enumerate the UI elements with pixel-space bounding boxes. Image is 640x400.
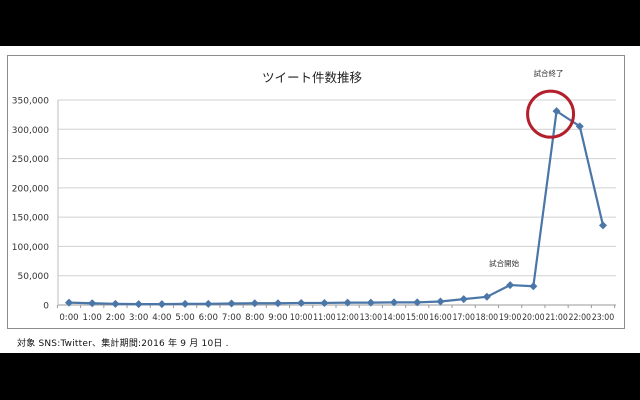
data-point-marker <box>273 299 282 308</box>
y-tick-label: 250,000 <box>12 155 49 165</box>
annotation-game-end: 試合終了 <box>534 68 564 78</box>
x-tick-label: 12:00 <box>336 313 359 323</box>
x-tick-label: 1:00 <box>83 313 102 323</box>
data-point-marker <box>413 298 422 307</box>
footnote: 対象 SNS:Twitter、集計期間:2016 年 9 月 10日 . <box>17 339 229 349</box>
data-point-marker <box>134 300 143 309</box>
x-tick-label: 21:00 <box>545 313 568 323</box>
data-point-marker <box>575 122 584 131</box>
x-tick-label: 13:00 <box>360 313 383 323</box>
data-point-marker <box>506 281 515 290</box>
x-tick-label: 10:00 <box>290 313 313 323</box>
x-tick-label: 7:00 <box>222 313 241 323</box>
y-tick-label: 200,000 <box>12 184 49 194</box>
data-point-marker <box>88 299 97 308</box>
x-tick-label: 18:00 <box>476 313 499 323</box>
y-tick-label: 150,000 <box>12 214 49 224</box>
data-point-marker <box>436 297 445 306</box>
x-tick-label: 6:00 <box>199 313 218 323</box>
x-tick-label: 16:00 <box>429 313 452 323</box>
data-point-marker <box>181 299 190 308</box>
chart-title: ツイート件数推移 <box>262 70 362 85</box>
x-tick-label: 3:00 <box>129 313 148 323</box>
x-tick-label: 15:00 <box>406 313 429 323</box>
y-tick-label: 50,000 <box>18 272 50 282</box>
y-tick-label: 100,000 <box>12 243 49 253</box>
data-point-marker <box>459 295 468 304</box>
x-tick-label: 2:00 <box>106 313 125 323</box>
data-point-marker <box>390 298 399 307</box>
data-point-marker <box>65 298 73 307</box>
data-point-marker <box>157 300 166 309</box>
data-point-marker <box>204 299 213 308</box>
y-tick-label: 0 <box>43 302 49 312</box>
data-point-marker <box>250 299 259 308</box>
tweet-count-line-chart: ツイート件数推移 0 50,000 100,000 150,000 200,000 250,… <box>12 68 616 323</box>
data-point-marker <box>343 298 352 307</box>
x-tick-label: 19:00 <box>499 313 522 323</box>
data-point-marker <box>599 221 607 230</box>
x-tick-label: 14:00 <box>383 313 406 323</box>
highlight-circle <box>526 89 576 139</box>
chart-frame: ツイート件数推移 0 50,000 100,000 150,000 200,000 250,… <box>7 55 625 329</box>
x-tick-label: 5:00 <box>175 313 194 323</box>
x-tick-label: 9:00 <box>268 313 287 323</box>
y-tick-label: 350,000 <box>12 97 49 107</box>
data-point-marker <box>227 299 236 308</box>
data-point-marker <box>320 298 329 307</box>
data-point-marker <box>297 298 306 307</box>
x-tick-label: 4:00 <box>152 313 171 323</box>
x-tick-label: 8:00 <box>245 313 264 323</box>
x-tick-label: 22:00 <box>569 313 592 323</box>
y-tick-label: 300,000 <box>12 126 49 136</box>
data-point-marker <box>366 298 375 307</box>
x-tick-label: 11:00 <box>313 313 336 323</box>
x-tick-label: 17:00 <box>452 313 475 323</box>
x-tick-label: 20:00 <box>522 313 545 323</box>
x-tick-label: 23:00 <box>592 313 615 323</box>
data-point-marker <box>482 292 491 301</box>
slide-page: ツイート件数推移 0 50,000 100,000 150,000 200,000 250,… <box>0 46 640 353</box>
data-point-marker <box>111 299 120 308</box>
data-point-marker <box>529 282 538 291</box>
data-line <box>68 110 605 306</box>
annotation-game-start: 試合開始 <box>489 258 519 268</box>
x-tick-label: 0:00 <box>59 313 78 323</box>
data-point-marker <box>552 107 561 116</box>
